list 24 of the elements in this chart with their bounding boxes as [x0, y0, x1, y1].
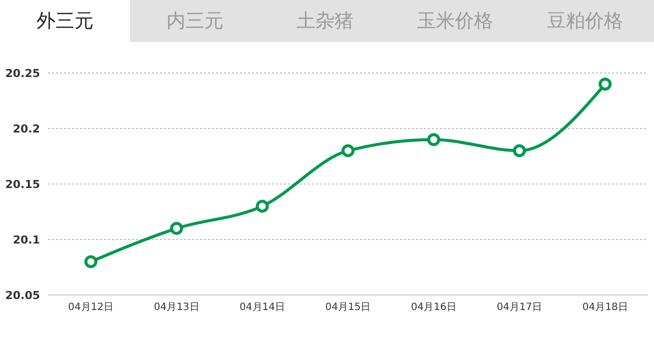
point	[256, 200, 269, 213]
point	[598, 78, 612, 91]
x-tick-label: 04月14日	[240, 302, 286, 314]
y-tick-label: 20.1	[12, 233, 40, 246]
x-tick-label: 04月12日	[68, 302, 114, 314]
y-tick-label: 20.05	[5, 288, 40, 302]
point	[84, 255, 98, 268]
text: 豆粕价格	[546, 9, 624, 34]
x-tick-label: 04月13日	[154, 302, 200, 314]
point	[427, 133, 440, 146]
text: 土杂猪	[296, 9, 354, 34]
x-tick-label: 04月15日	[325, 302, 371, 314]
y-tick-label: 20.2	[12, 122, 40, 136]
point	[512, 144, 526, 158]
x-tick-label: 04月18日	[582, 302, 628, 314]
text: 玉米价格	[416, 9, 494, 34]
text: 内三元	[166, 9, 224, 34]
point	[342, 144, 354, 158]
point	[170, 222, 184, 235]
y-tick-label: 20.15	[5, 178, 40, 191]
x-tick-label: 04月16日	[410, 302, 456, 314]
chart-title: 外三元	[0, 0, 130, 42]
x-tick-label: 04月17日	[496, 302, 542, 314]
y-tick-label: 20.25	[5, 66, 40, 80]
